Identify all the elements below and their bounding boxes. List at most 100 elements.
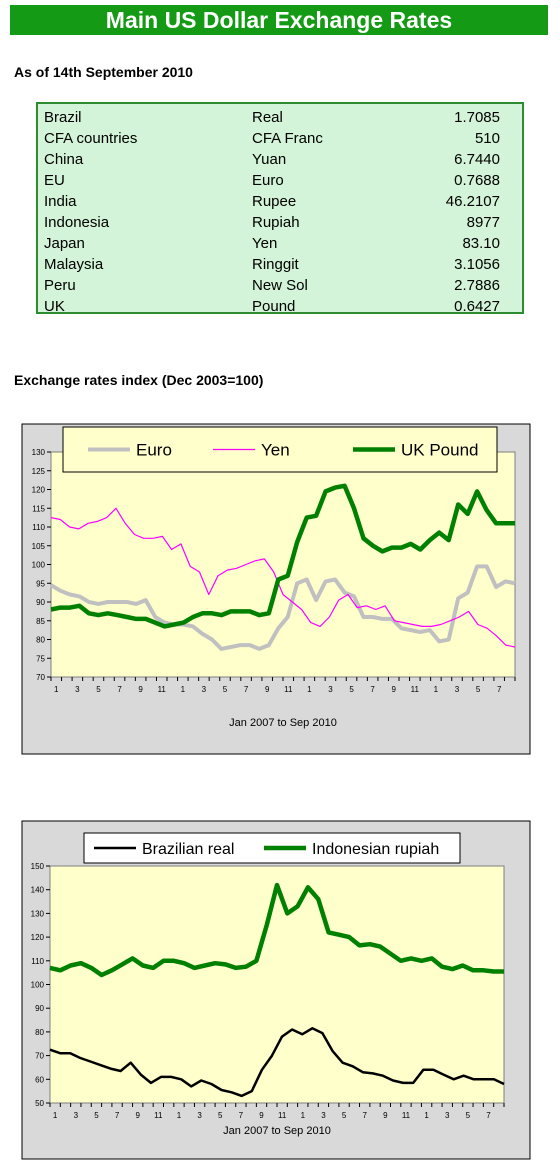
x-tick-label: 5 [96, 685, 101, 694]
x-tick-label: 9 [138, 685, 143, 694]
y-tick-label: 70 [35, 1052, 44, 1061]
series-line-brazilian-real [49, 1027, 505, 1098]
x-tick-label: 9 [392, 685, 397, 694]
rate-currency: Rupiah [252, 214, 300, 231]
legend-label: UK Pound [401, 441, 479, 460]
section-title: Exchange rates index (Dec 2003=100) [14, 372, 264, 388]
rate-row: Japan Yen 83.10 [38, 233, 522, 254]
y-tick-label: 130 [31, 909, 45, 918]
rate-row: Peru New Sol 2.7886 [38, 275, 522, 296]
x-tick-label: 7 [486, 1111, 491, 1120]
x-tick-label: 11 [402, 1111, 411, 1120]
plot-area [49, 865, 505, 1104]
series-line-euro [49, 564, 516, 651]
y-tick-label: 110 [31, 957, 44, 966]
y-tick-label: 140 [31, 886, 45, 895]
y-tick-label: 100 [31, 981, 45, 990]
x-tick-label: 1 [177, 1111, 182, 1120]
series-line-indonesian-rupiah [49, 882, 504, 978]
x-axis-label: Jan 2007 to Sep 2010 [223, 1125, 331, 1137]
x-tick-label: 3 [74, 1111, 79, 1120]
rate-row: China Yuan 6.7440 [38, 149, 522, 170]
rate-country: CFA countries [44, 130, 138, 147]
rate-row: EU Euro 0.7688 [38, 170, 522, 191]
y-tick-label: 125 [32, 467, 46, 476]
x-tick-label: 11 [278, 1111, 287, 1120]
rate-currency: CFA Franc [252, 130, 323, 147]
rate-country: EU [44, 172, 65, 189]
y-tick-label: 80 [35, 1028, 44, 1037]
rate-value: 510 [474, 130, 500, 147]
x-tick-label: 5 [218, 1111, 223, 1120]
rate-row: Malaysia Ringgit 3.1056 [38, 254, 522, 275]
x-tick-label: 1 [54, 685, 59, 694]
x-tick-label: 7 [115, 1111, 120, 1120]
rate-value: 46.2107 [445, 193, 500, 210]
rate-value: 3.1056 [454, 256, 500, 273]
x-tick-label: 7 [244, 685, 249, 694]
rate-row: Brazil Real 1.7085 [38, 107, 522, 128]
x-tick-label: 9 [383, 1111, 388, 1120]
x-tick-label: 3 [321, 1111, 326, 1120]
rate-value: 6.7440 [454, 151, 500, 168]
x-tick-label: 3 [202, 685, 207, 694]
x-tick-label: 1 [301, 1111, 306, 1120]
x-tick-label: 7 [362, 1111, 367, 1120]
x-tick-label: 3 [75, 685, 80, 694]
y-tick-label: 150 [31, 862, 45, 871]
legend-label: Indonesian rupiah [312, 841, 439, 858]
y-tick-label: 90 [35, 1004, 44, 1013]
rate-country: UK [44, 298, 65, 315]
rate-currency: Euro [252, 172, 284, 189]
rate-row: UK Pound 0.6427 [38, 296, 522, 317]
rate-country: Indonesia [44, 214, 110, 231]
y-tick-label: 80 [36, 636, 45, 645]
legend-label: Yen [261, 441, 290, 460]
x-tick-label: 3 [455, 685, 460, 694]
x-tick-label: 5 [223, 685, 228, 694]
rate-row: CFA countries CFA Franc 510 [38, 128, 522, 149]
legend-label: Euro [136, 441, 172, 460]
rate-row: India Rupee 46.2107 [38, 191, 522, 212]
rate-country: India [44, 193, 77, 210]
series-line-yen [50, 507, 516, 648]
y-tick-label: 90 [36, 598, 45, 607]
x-tick-label: 3 [197, 1111, 202, 1120]
rate-country: Brazil [44, 109, 82, 126]
y-tick-label: 85 [36, 617, 45, 626]
x-tick-label: 3 [445, 1111, 450, 1120]
rate-country: Malaysia [44, 256, 104, 273]
y-tick-label: 105 [32, 542, 46, 551]
x-tick-label: 5 [342, 1111, 347, 1120]
y-tick-label: 70 [36, 673, 45, 682]
x-tick-label: 5 [349, 685, 354, 694]
y-tick-label: 130 [32, 448, 46, 457]
x-tick-label: 5 [94, 1111, 99, 1120]
x-tick-label: 9 [265, 685, 270, 694]
legend-box [62, 426, 498, 473]
y-tick-label: 120 [32, 486, 46, 495]
x-tick-label: 11 [154, 1111, 163, 1120]
rate-value: 0.7688 [454, 172, 500, 189]
x-tick-label: 1 [181, 685, 186, 694]
x-axis-label: Jan 2007 to Sep 2010 [229, 717, 337, 729]
y-tick-label: 95 [36, 579, 45, 588]
rate-row: Indonesia Rupiah 8977 [38, 212, 522, 233]
x-tick-label: 1 [434, 685, 439, 694]
x-tick-label: 11 [284, 685, 293, 694]
rate-currency: Real [252, 109, 283, 126]
rate-currency: Yuan [252, 151, 287, 168]
y-tick-label: 50 [35, 1099, 44, 1108]
series-line-uk-pound [50, 483, 515, 629]
legend-label: Brazilian real [142, 841, 234, 858]
rate-currency: Pound [252, 298, 296, 315]
x-tick-label: 7 [497, 685, 502, 694]
x-tick-label: 1 [307, 685, 312, 694]
x-tick-label: 5 [476, 685, 481, 694]
y-tick-label: 115 [32, 504, 45, 513]
rate-country: China [44, 151, 84, 168]
as-of-date: As of 14th September 2010 [14, 64, 193, 80]
x-tick-label: 9 [259, 1111, 264, 1120]
